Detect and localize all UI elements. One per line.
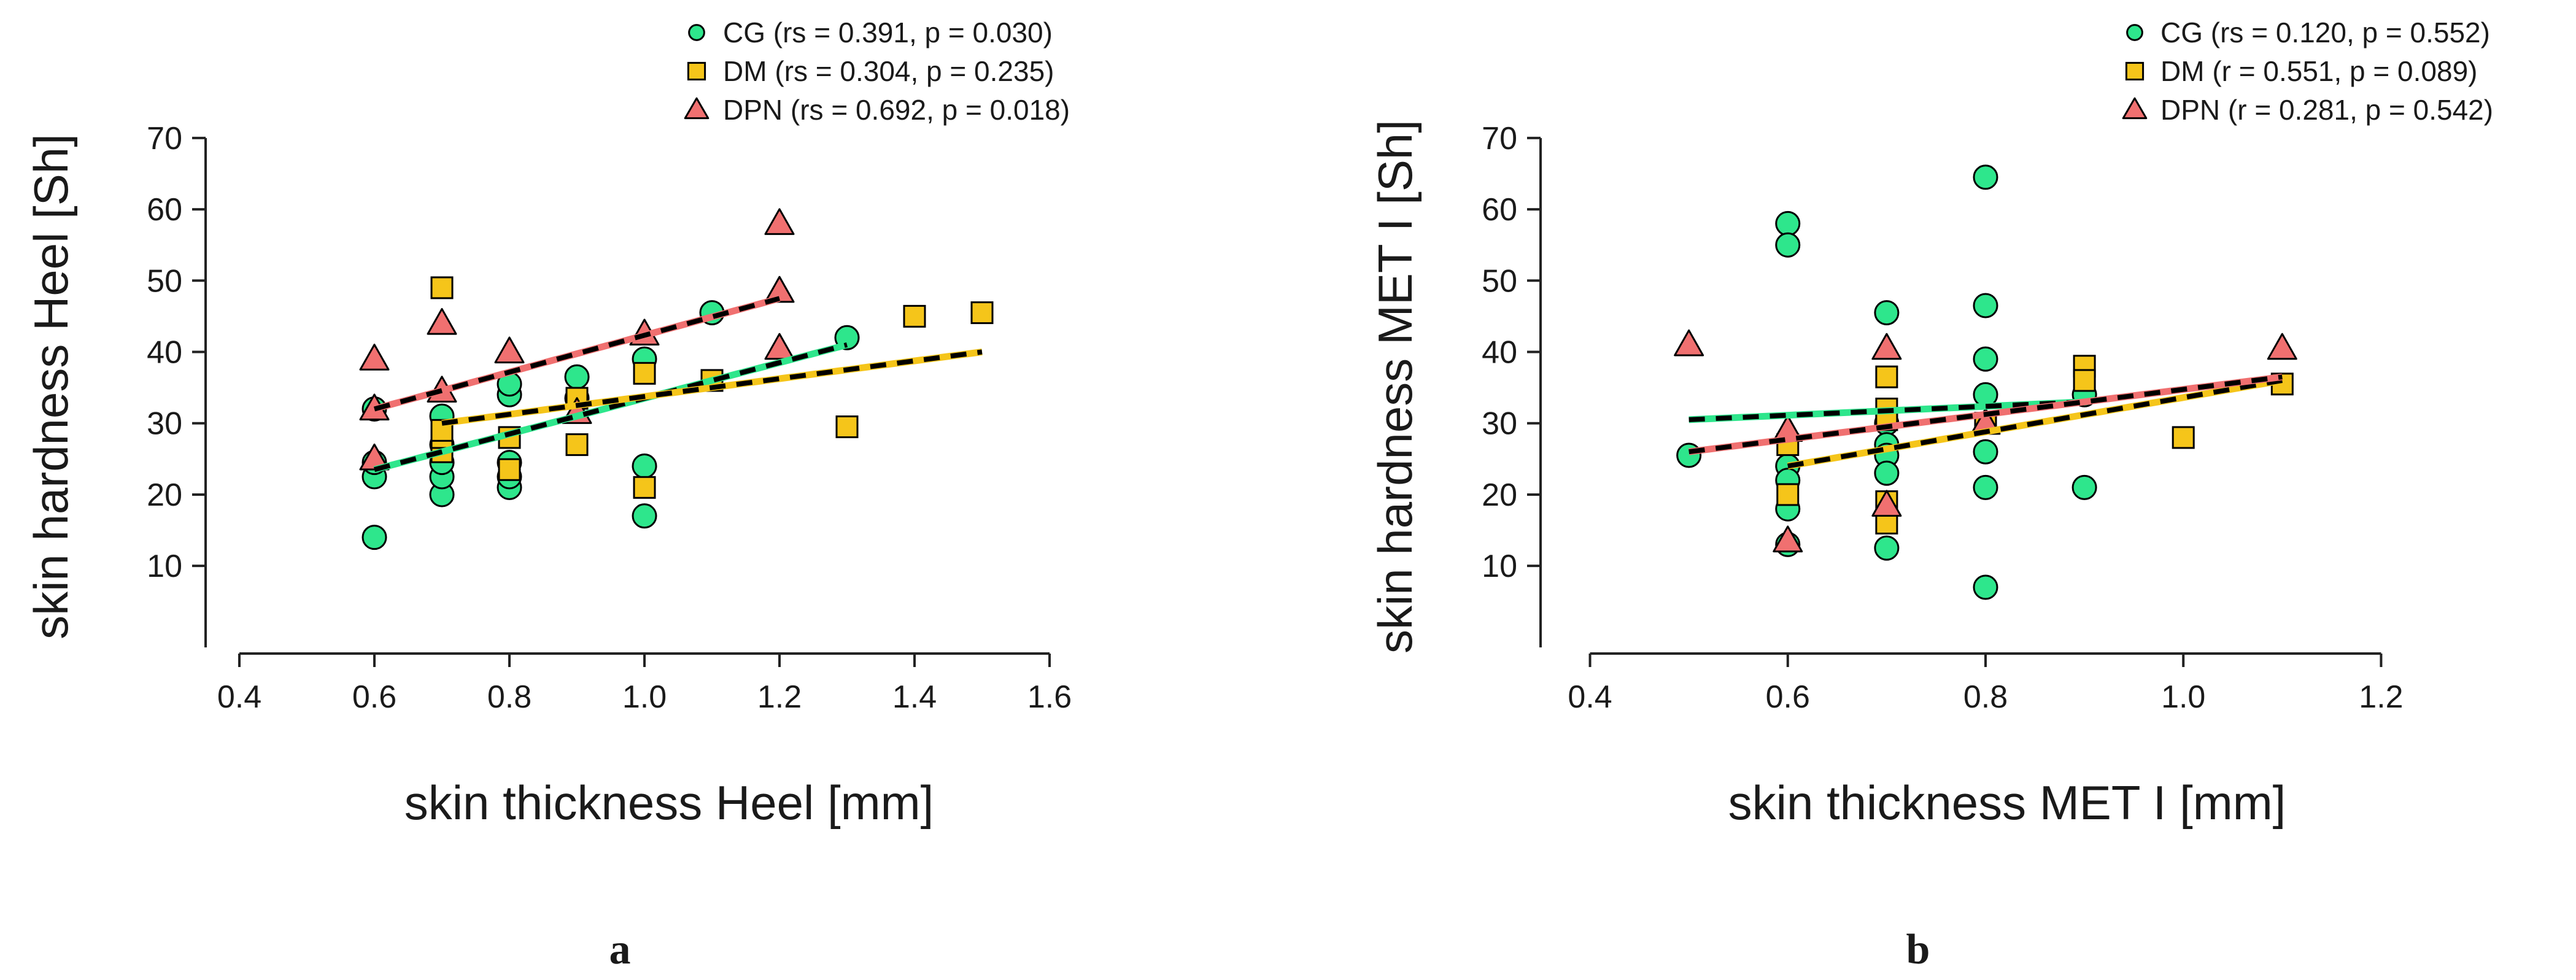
panel-label-a: a bbox=[609, 926, 631, 973]
y-tick-label: 10 bbox=[1482, 549, 1517, 584]
dpn-data-point bbox=[1871, 490, 1902, 517]
legend-marker-cg bbox=[2126, 24, 2143, 41]
cg-data-point bbox=[1775, 232, 1801, 258]
cg-data-point bbox=[632, 503, 657, 529]
cg-data-point bbox=[1973, 346, 1998, 372]
x-tick-label: 0.8 bbox=[487, 679, 532, 715]
x-axis-title-b: skin thickness MET I [mm] bbox=[1728, 776, 2286, 830]
y-tick-label: 20 bbox=[1482, 477, 1517, 513]
dpn-data-point bbox=[1674, 329, 1704, 357]
cg-data-point bbox=[362, 525, 387, 550]
dpn-data-point bbox=[764, 333, 795, 360]
dm-data-point bbox=[498, 458, 521, 481]
dm-data-point bbox=[970, 301, 994, 325]
x-tick-label: 1.0 bbox=[622, 679, 667, 715]
dpn-data-point bbox=[1773, 525, 1803, 553]
panel-label-b: b bbox=[1906, 926, 1930, 973]
cg-data-point bbox=[1874, 535, 1900, 561]
cg-data-point bbox=[1874, 460, 1900, 486]
x-tick-label: 1.0 bbox=[2161, 679, 2205, 715]
legend-entry-dm: DM (r = 0.551, p = 0.089) bbox=[2160, 55, 2478, 87]
y-tick-label: 60 bbox=[1482, 192, 1517, 228]
cg-data-point bbox=[564, 364, 590, 390]
panel-b: skin hardness MET I [Sh] skin thickness … bbox=[1368, 17, 2493, 973]
legend-marker-dpn bbox=[2122, 97, 2148, 120]
x-tick-label: 1.6 bbox=[1027, 679, 1072, 715]
x-axis-title-a: skin thickness Heel [mm] bbox=[404, 776, 934, 830]
legend-entry-dpn: DPN (r = 0.281, p = 0.542) bbox=[2160, 94, 2493, 126]
dm-trend-line-dash bbox=[1787, 378, 2283, 469]
x-tick-label: 0.4 bbox=[1568, 679, 1612, 715]
dpn-trend-line bbox=[373, 295, 781, 412]
legend-marker-dm bbox=[2125, 61, 2145, 81]
legend-entry-cg: CG (rs = 0.391, p = 0.030) bbox=[723, 17, 1053, 48]
legend-entry-dm: DM (rs = 0.304, p = 0.235) bbox=[723, 55, 1054, 87]
dpn-data-point bbox=[2267, 333, 2297, 360]
dpn-data-point bbox=[764, 208, 795, 235]
legend-entry-dpn: DPN (rs = 0.692, p = 0.018) bbox=[723, 94, 1070, 126]
dm-data-point bbox=[1875, 365, 1898, 388]
cg-data-point bbox=[1775, 210, 1801, 236]
x-tick-label: 0.6 bbox=[352, 679, 396, 715]
dpn-data-point bbox=[427, 307, 457, 335]
legend-marker-cg bbox=[688, 24, 705, 41]
dpn-trend-line-dash bbox=[1688, 374, 2283, 455]
dm-data-point bbox=[1776, 483, 1800, 506]
x-tick-label: 1.4 bbox=[892, 679, 937, 715]
dm-data-point bbox=[835, 415, 859, 439]
x-tick-label: 1.2 bbox=[2359, 679, 2403, 715]
dm-data-point bbox=[565, 433, 589, 457]
x-tick-label: 0.6 bbox=[1766, 679, 1810, 715]
y-tick-label: 30 bbox=[1482, 406, 1517, 442]
dm-trend-line-dash bbox=[441, 349, 983, 426]
y-tick-label: 60 bbox=[147, 192, 182, 228]
cg-data-point bbox=[1973, 474, 1998, 500]
cg-trend-line-dash bbox=[373, 342, 848, 473]
dm-data-point bbox=[2172, 426, 2195, 449]
y-tick-label: 50 bbox=[147, 263, 182, 299]
cg-data-point bbox=[1973, 574, 1998, 600]
x-tick-label: 1.2 bbox=[757, 679, 802, 715]
dpn-data-point bbox=[1871, 333, 1902, 360]
x-tick-label: 0.8 bbox=[1963, 679, 2008, 715]
y-tick-label: 50 bbox=[1482, 263, 1517, 299]
y-tick-label: 40 bbox=[147, 335, 182, 371]
y-tick-label: 20 bbox=[147, 477, 182, 513]
dm-data-point bbox=[903, 304, 926, 328]
cg-data-point bbox=[1973, 164, 1998, 190]
y-tick-label: 40 bbox=[1482, 335, 1517, 371]
y-tick-label: 70 bbox=[1482, 121, 1517, 156]
dm-data-point bbox=[633, 361, 656, 385]
dm-data-point bbox=[430, 276, 454, 299]
y-axis-title-a: skin hardness Heel [Sh] bbox=[24, 134, 78, 639]
dm-data-point bbox=[2073, 369, 2096, 392]
dm-data-point bbox=[633, 476, 656, 499]
cg-data-point bbox=[1973, 439, 1998, 465]
panel-a: skin hardness Heel [Sh] skin thickness H… bbox=[24, 17, 1072, 973]
cg-data-point bbox=[1973, 293, 1998, 318]
legend-marker-dm bbox=[687, 61, 706, 81]
cg-data-point bbox=[1676, 442, 1702, 468]
legend-entry-cg: CG (rs = 0.120, p = 0.552) bbox=[2160, 17, 2490, 48]
cg-data-point bbox=[1874, 300, 1900, 326]
dpn-data-point bbox=[359, 344, 390, 371]
cg-data-point bbox=[2071, 474, 2097, 500]
y-tick-label: 70 bbox=[147, 121, 182, 156]
y-tick-label: 10 bbox=[147, 549, 182, 584]
dpn-data-point bbox=[494, 336, 525, 364]
legend-marker-dpn bbox=[684, 97, 710, 120]
y-axis-title-b: skin hardness MET I [Sh] bbox=[1368, 120, 1422, 654]
cg-data-point bbox=[632, 453, 657, 479]
y-tick-label: 30 bbox=[147, 406, 182, 442]
x-tick-label: 0.4 bbox=[217, 679, 261, 715]
cg-trend-line-dash bbox=[1688, 399, 2085, 422]
